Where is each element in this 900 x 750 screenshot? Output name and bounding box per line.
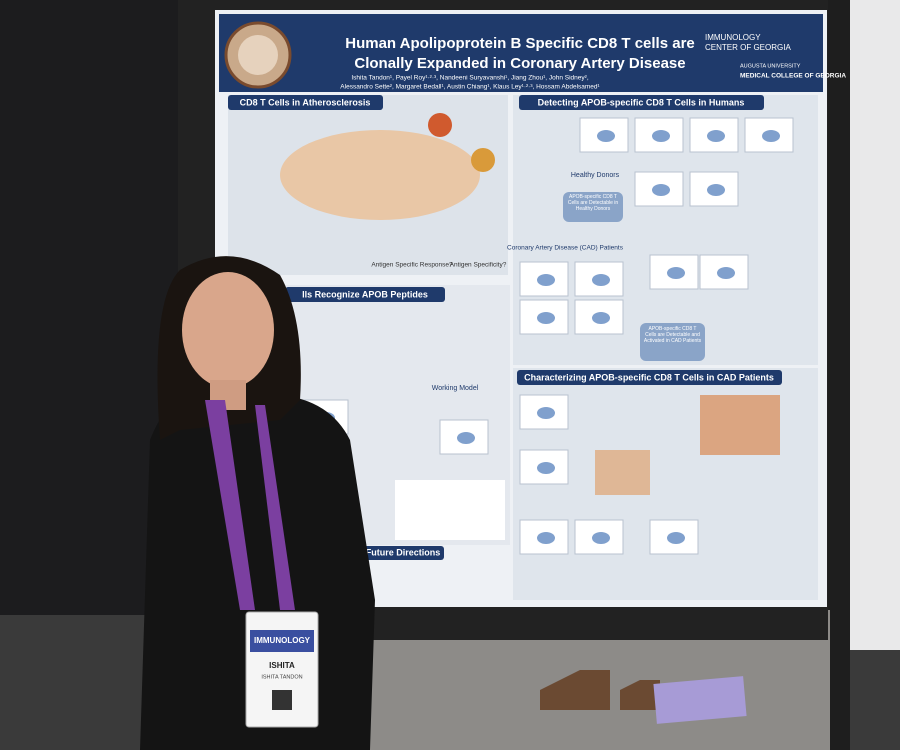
section-header (519, 95, 764, 110)
badge-event: IMMUNOLOGY (254, 636, 311, 645)
institution: IMMUNOLOGY (705, 33, 761, 42)
lanyard (255, 405, 295, 610)
figure-blob (717, 267, 735, 279)
umap-figure (700, 395, 780, 455)
figure-blob (652, 184, 670, 196)
section-header (285, 287, 445, 302)
figure-blob (707, 130, 725, 142)
figure-blob (537, 407, 555, 419)
callout (563, 192, 623, 222)
label: Working Model (432, 385, 479, 392)
lab-logo-inner (238, 35, 278, 75)
flyer (653, 676, 747, 724)
figure-blob (592, 532, 610, 544)
figure-blob (592, 312, 610, 324)
bar-figure (395, 480, 505, 540)
callout-label: APOB-specific CD8 T Cells are Detectable… (643, 326, 702, 344)
authors: Ishita Tandon¹, Payel Roy¹·²·³, Nandeeni… (351, 75, 588, 82)
face (182, 272, 274, 388)
section-title: CD8 T Cells in Atherosclerosis (240, 97, 371, 107)
section-header (228, 95, 383, 110)
boot (620, 680, 660, 710)
section-title: Characterizing APOB-specific CD8 T Cells… (524, 372, 774, 382)
lanyard (205, 400, 255, 610)
frame-pole (828, 0, 850, 750)
figure-blob (457, 432, 475, 444)
poster-title: Human Apolipoprotein B Specific CD8 T ce… (345, 35, 695, 52)
umap-figure (595, 450, 650, 495)
section-title: lls Recognize APOB Peptides (302, 289, 428, 299)
boot (540, 670, 610, 710)
callout-text: APOB-specific CD8 T Cells are Detectable… (567, 194, 619, 212)
illustration (280, 130, 480, 220)
section-title: Future Directions (366, 547, 441, 557)
callout (640, 323, 705, 361)
figure-blob (762, 130, 780, 142)
figure-blob (592, 274, 610, 286)
badge-qr (272, 690, 292, 710)
figure-blob (652, 130, 670, 142)
institution: CENTER OF GEORGIA (705, 43, 791, 52)
figure-blob (537, 274, 555, 286)
figure-blob (707, 184, 725, 196)
illustration (428, 113, 452, 137)
figure-blob (667, 532, 685, 544)
right-poster (845, 0, 900, 650)
label: Healthy Donors (571, 172, 620, 179)
badge-name: ISHITA (269, 661, 295, 670)
badge-banner (250, 630, 314, 652)
callout-text: APOB-specific CD8 T Cells are Detectable… (643, 326, 702, 344)
illustration (471, 148, 495, 172)
figure-panel (519, 261, 569, 297)
section-header (362, 546, 444, 560)
figure-blob (667, 267, 685, 279)
figure-blob (537, 532, 555, 544)
section-title: Detecting APOB-specific CD8 T Cells in H… (538, 97, 745, 107)
badge-full-name: ISHITA TANDON (261, 674, 302, 680)
label: Antigen Specificity? (450, 262, 507, 269)
callout-label: APOB-specific CD8 T Cells are Detectable… (567, 194, 619, 212)
title-band (219, 14, 823, 92)
label: Antigen Specific Response? (371, 262, 453, 269)
institution: AUGUSTA UNIVERSITY (740, 63, 801, 69)
figure-blob (537, 462, 555, 474)
label: Coronary Artery Disease (CAD) Patients (507, 245, 624, 252)
poster-title: Clonally Expanded in Coronary Artery Dis… (354, 55, 685, 72)
figure-blob (537, 312, 555, 324)
institution: MEDICAL COLLEGE OF GEORGIA (740, 73, 846, 80)
section-header (517, 370, 782, 385)
figure-blob (597, 130, 615, 142)
authors: Alessandro Sette², Margaret Bedall¹, Aus… (340, 84, 600, 91)
